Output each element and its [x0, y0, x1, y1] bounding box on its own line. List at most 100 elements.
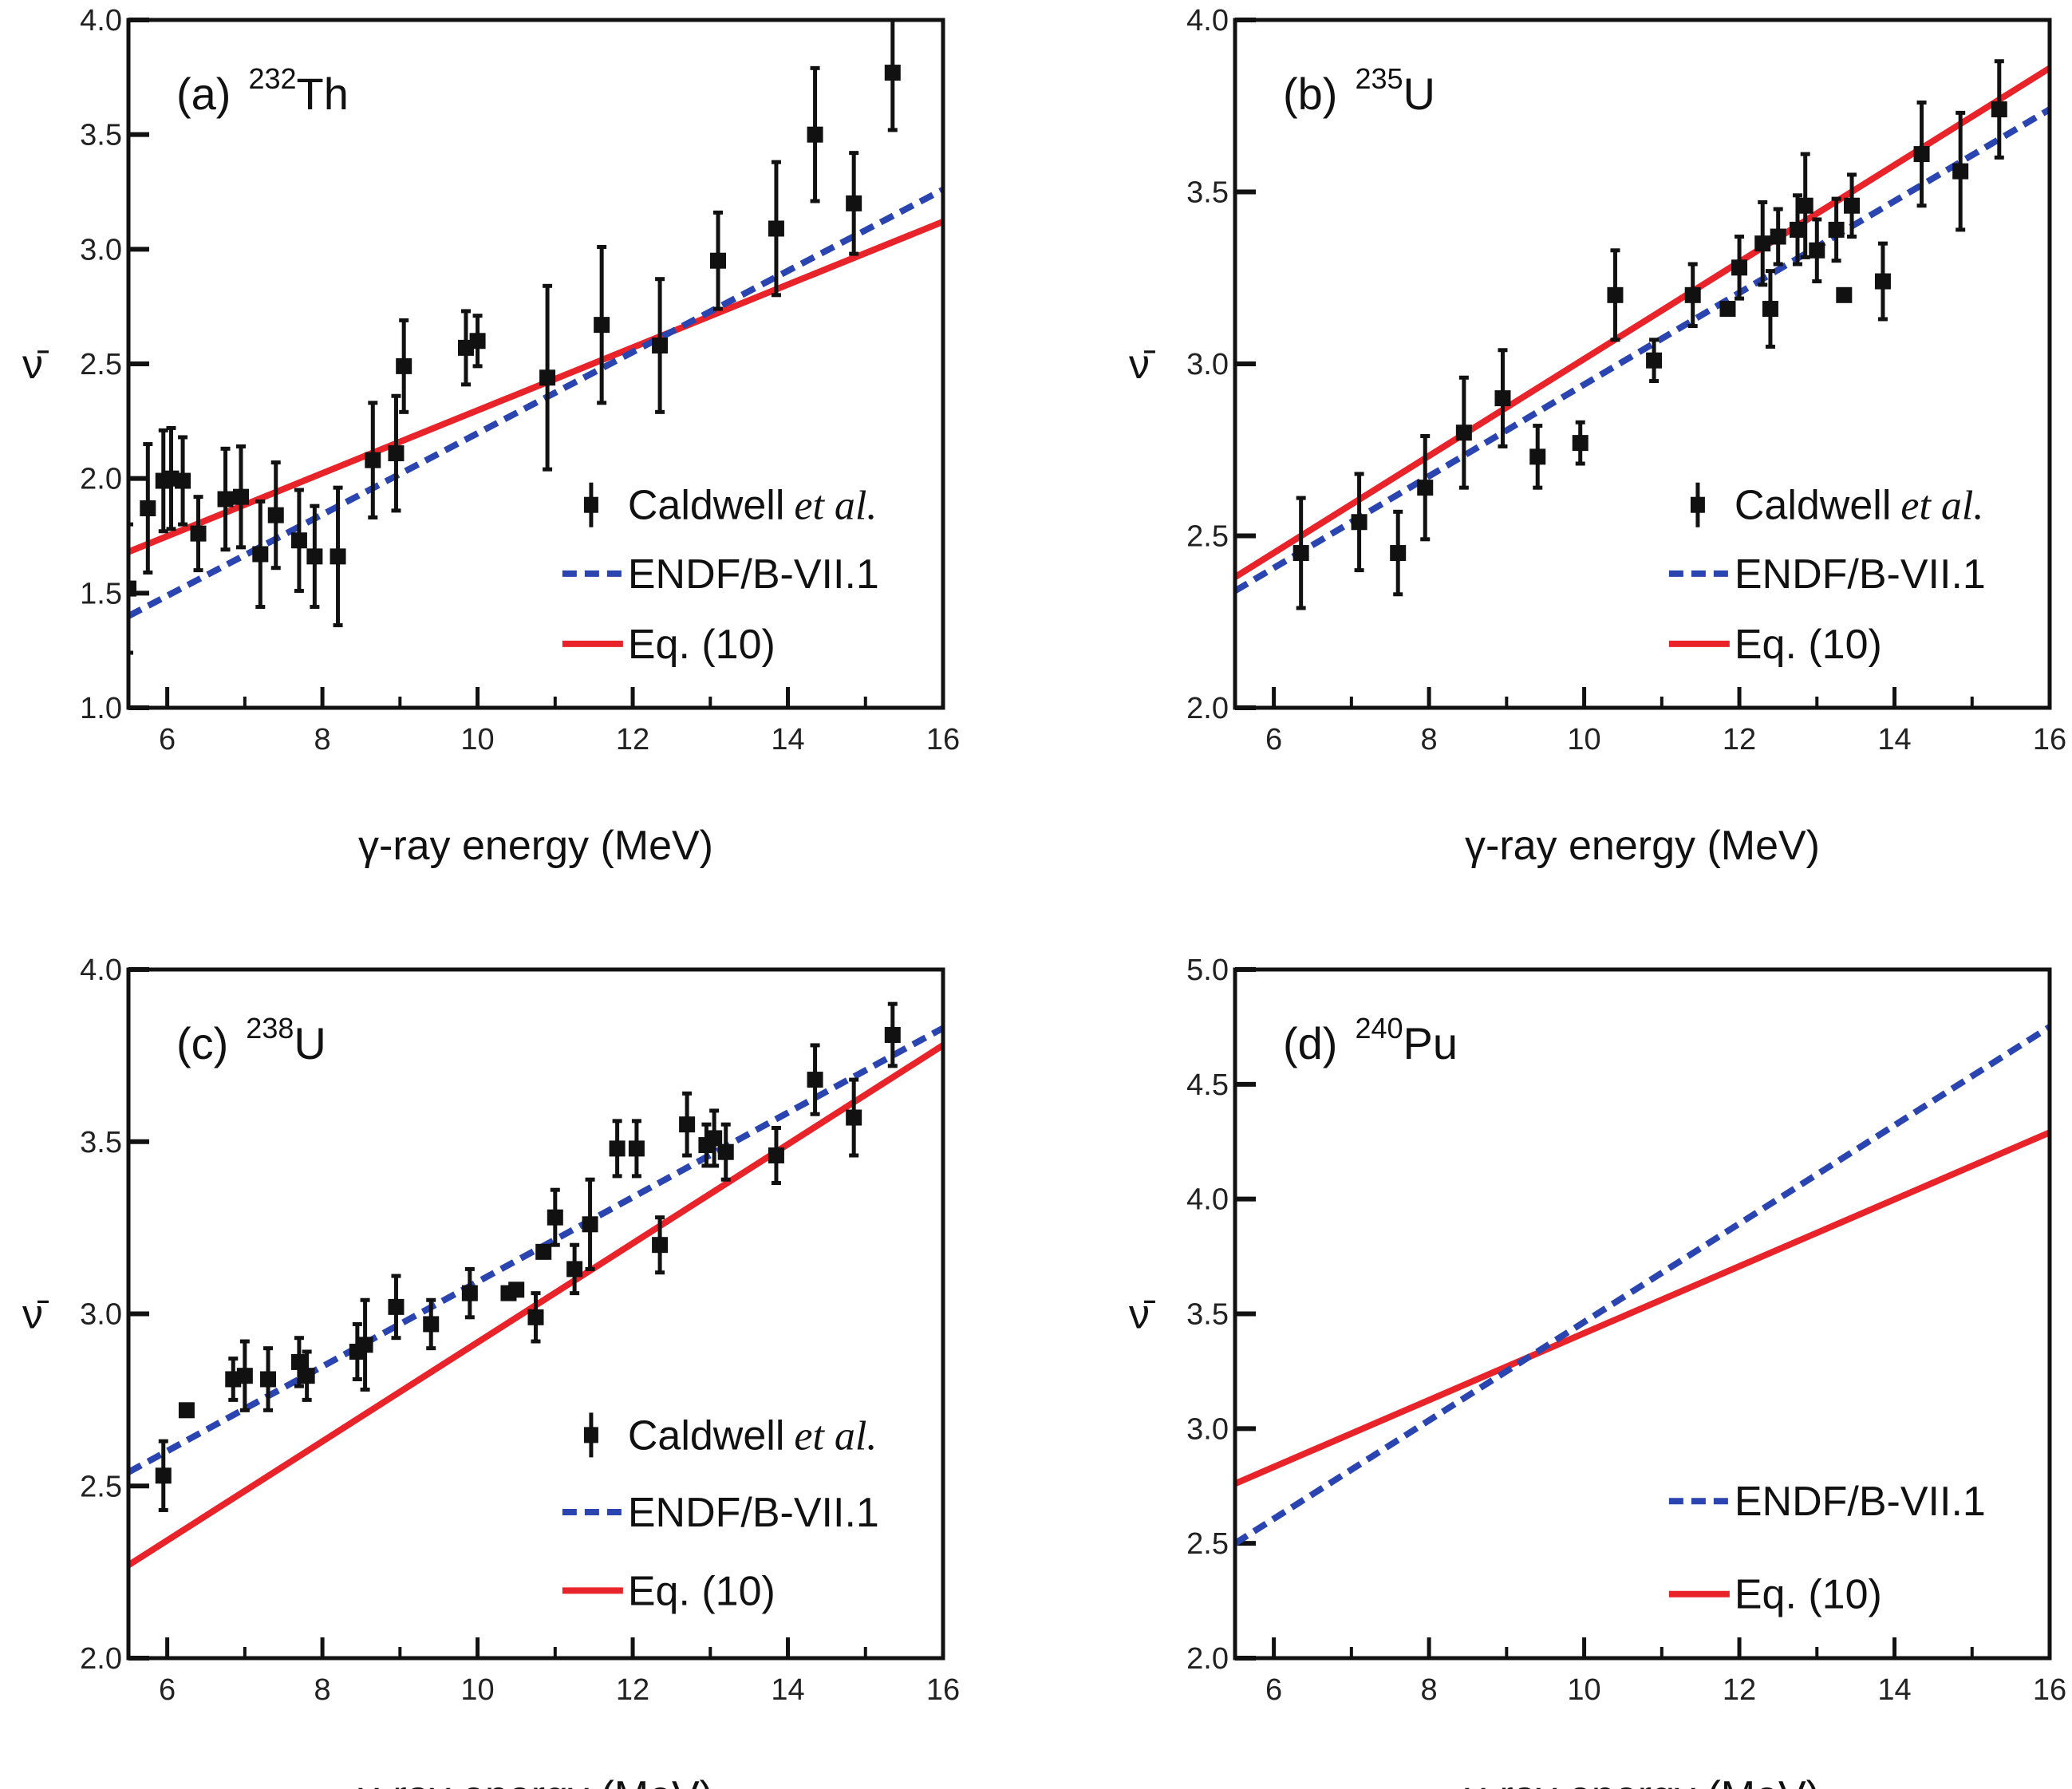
mass-number: 235: [1355, 62, 1403, 95]
data-point: [190, 525, 207, 542]
data-point: [260, 1371, 277, 1388]
y-tick-label: 2.0: [80, 1642, 122, 1676]
legend-caldwell-marker-square: [583, 1427, 598, 1443]
legend-eq10-label: Eq. (10): [1735, 1572, 1882, 1618]
endf-line: [128, 1025, 943, 1475]
data-point: [768, 1147, 784, 1164]
y-tick-label: 3.0: [80, 233, 122, 267]
data-point: [330, 548, 346, 565]
y-tick-label: 3.5: [80, 119, 122, 152]
plot-frame: [126, 18, 945, 710]
y-tick-label: 5.0: [1186, 954, 1229, 987]
legend-caldwell-label: Caldwell et al.: [628, 1412, 878, 1459]
data-point: [1417, 480, 1434, 496]
legend-caldwell-marker-square: [583, 496, 598, 513]
y-axis-title: ν̄: [22, 342, 49, 388]
data-point: [1844, 197, 1861, 214]
data-point: [1684, 286, 1701, 303]
legend-endf-label: ENDF/B-VII.1: [1735, 551, 1986, 598]
legend-caldwell-etal: et al.: [794, 1413, 877, 1459]
x-tick-label: 16: [926, 1673, 960, 1707]
data-point: [1913, 146, 1930, 163]
element-symbol: Pu: [1403, 1018, 1458, 1068]
x-tick-label: 12: [616, 723, 649, 756]
legend-caldwell-name: Caldwell: [628, 483, 785, 529]
y-tick-label: 2.0: [1186, 1642, 1229, 1676]
data-point: [535, 1243, 552, 1260]
data-point: [1874, 273, 1891, 290]
data-point: [582, 1216, 598, 1233]
data-point: [1770, 228, 1786, 245]
data-point: [357, 1337, 373, 1353]
legend-caldwell-etal: et al.: [1900, 484, 1983, 529]
data-point: [1836, 286, 1853, 303]
y-tick-label: 2.0: [1186, 692, 1229, 725]
data-point: [388, 1298, 405, 1315]
data-point: [252, 546, 269, 563]
panel-label: (a) 232Th: [176, 62, 349, 119]
data-point: [609, 1140, 626, 1157]
caldwell-points: [128, 20, 901, 655]
endf-line: [1235, 1024, 2050, 1546]
data-point: [566, 1261, 583, 1278]
x-tick-label: 10: [1567, 723, 1600, 756]
y-tick-label: 4.0: [80, 4, 122, 38]
mass-number: 232: [248, 62, 296, 95]
y-tick-label: 2.5: [1186, 520, 1229, 554]
y-tick-label: 2.5: [80, 348, 122, 381]
legend-caldwell-name: Caldwell: [628, 1412, 785, 1459]
legend-endf-label: ENDF/B-VII.1: [1735, 1479, 1986, 1525]
y-tick-label: 1.5: [80, 577, 122, 610]
y-tick-label: 3.5: [80, 1126, 122, 1159]
data-point: [652, 338, 669, 354]
data-point: [1646, 352, 1663, 369]
y-tick-label: 4.0: [80, 954, 122, 987]
x-axis-title: γ-ray energy (MeV): [1465, 823, 1820, 869]
data-point: [217, 491, 234, 507]
data-point: [232, 488, 249, 505]
element-symbol: Th: [297, 69, 349, 119]
panel-label: (b) 235U: [1283, 62, 1435, 119]
x-tick-label: 8: [314, 1673, 331, 1707]
x-tick-label: 10: [460, 1673, 494, 1707]
x-axis-title: γ-ray energy (MeV): [358, 1773, 713, 1789]
x-axis-title: γ-ray energy (MeV): [1465, 1773, 1820, 1789]
x-tick-label: 14: [771, 723, 804, 756]
x-tick-label: 8: [314, 723, 331, 756]
data-point: [846, 1109, 862, 1126]
data-point: [679, 1116, 696, 1133]
legend-eq10-label: Eq. (10): [628, 622, 776, 668]
series-lines: [1235, 1024, 2050, 1546]
data-point: [508, 1282, 525, 1298]
data-point: [388, 445, 405, 462]
data-point: [290, 1353, 307, 1370]
x-tick-label: 14: [771, 1673, 804, 1707]
y-axis-title: ν̄: [22, 1292, 49, 1338]
x-tick-label: 14: [1877, 723, 1911, 756]
mass-number: 240: [1355, 1012, 1403, 1045]
panel-a: 6 8 10 12 14 16 1.0 1.5 2.0 2.5 3.0 3.5 4.0 (a) 232Th γ…: [22, 4, 960, 869]
x-tick-label: 12: [1723, 723, 1756, 756]
x-tick-label: 16: [926, 723, 960, 756]
data-point: [298, 1368, 315, 1384]
eq10-line: [128, 219, 943, 555]
x-tick-label: 16: [2033, 723, 2066, 756]
data-point: [1494, 390, 1511, 407]
eq10-line: [1235, 1129, 2050, 1487]
data-point: [652, 1237, 669, 1254]
panel-c: 6 8 10 12 14 16 2.0 2.5 3.0 3.5 4.0 (c) 238Uγ-ray en…: [22, 954, 960, 1789]
data-point: [1754, 235, 1771, 252]
y-axis-title: ν̄: [1129, 342, 1155, 388]
data-point: [1529, 448, 1546, 465]
data-point: [807, 126, 823, 143]
x-tick-label: 6: [159, 723, 176, 756]
data-point: [1797, 197, 1813, 214]
data-point: [807, 1072, 823, 1088]
y-tick-label: 2.5: [80, 1470, 122, 1503]
x-tick-label: 6: [1265, 1673, 1282, 1707]
data-point: [178, 1402, 195, 1419]
x-tick-label: 10: [460, 723, 494, 756]
y-axis-title: ν̄: [1129, 1292, 1155, 1338]
